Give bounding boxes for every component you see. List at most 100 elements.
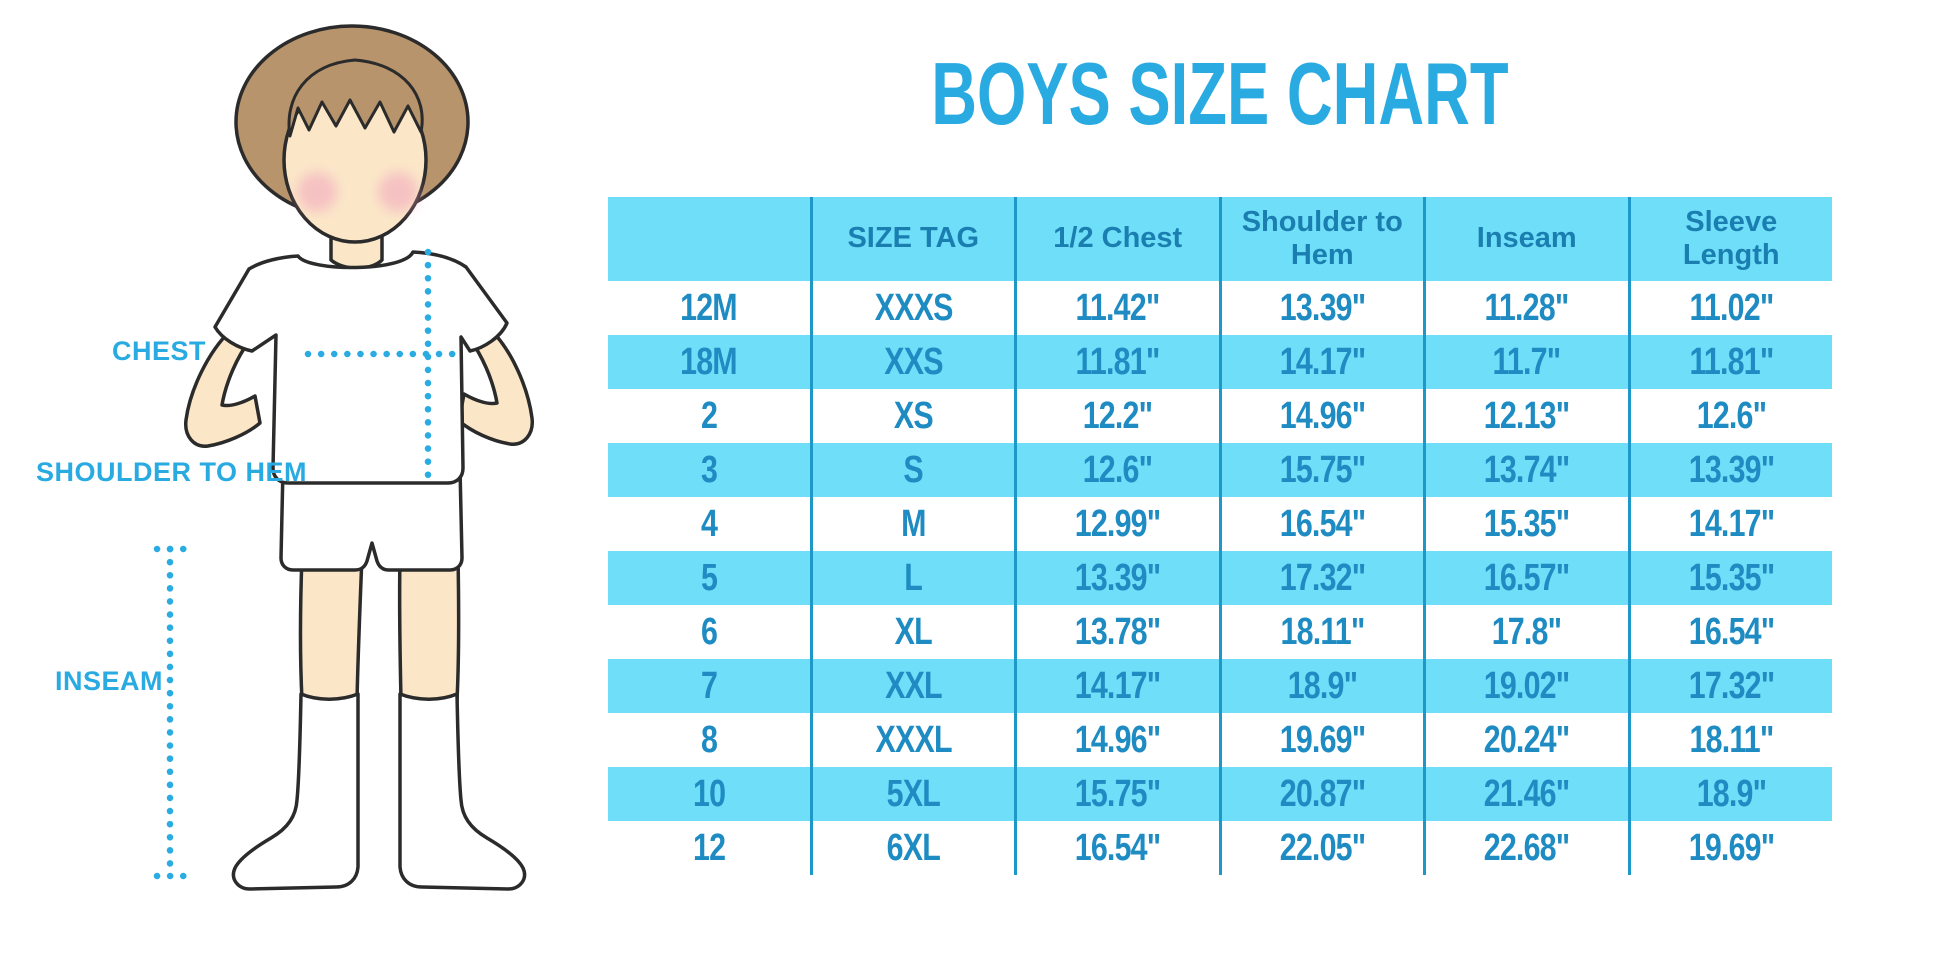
shoulder-to-hem-label: SHOULDER TO HEM [36,457,308,487]
table-cell: 22.05" [1218,821,1424,875]
table-cell: 15.75" [1218,443,1424,497]
table-cell: 13.39" [1014,551,1219,605]
table-cell: XL [809,605,1015,659]
right-sock [398,692,527,891]
table-cell: 21.46" [1423,767,1628,821]
table-cell: 13.39" [1627,443,1833,497]
row-size-label: 8 [700,718,718,761]
right-leg [397,554,461,707]
table-cell: 18.11" [1218,605,1424,659]
page-title-text: BOYS SIZE CHART [931,44,1509,143]
chest-label: CHEST [111,336,206,366]
header-cell: 1/2 Chest [1014,197,1219,281]
table-cell: 14.17" [1218,335,1424,389]
table-cell: 11.42" [1014,281,1219,335]
row-size-label: 12M [680,286,738,329]
table-header-row: SIZE TAG 1/2 Chest Shoulder to Hem Inseam Sl… [608,197,1832,281]
table-cell: M [809,497,1015,551]
shirt [213,250,509,485]
row-size-label: 10 [692,772,726,815]
row-size-label: 2 [700,394,718,437]
header-cell: Inseam [1423,197,1628,281]
table-cell: 18.9" [1627,767,1833,821]
row-size-label: 5 [700,556,718,599]
header-cell: Shoulder to Hem [1218,197,1424,281]
table-cell: 6XL [809,821,1015,875]
table-cell: 16.54" [1218,497,1424,551]
table-cell: 14.17" [1014,659,1219,713]
table-row: 10 5XL 15.75" 20.87" 21.46" 18.9" [608,767,1832,821]
blush-left [297,172,337,212]
row-size-label: 18M [680,340,738,383]
left-arm [184,328,262,448]
page-title: BOYS SIZE CHART [608,50,1832,138]
table-cell: XXXL [809,713,1015,767]
table-cell: 13.78" [1014,605,1219,659]
table-cell: 14.17" [1627,497,1833,551]
table-cell: 5XL [809,767,1015,821]
blush-right [378,172,418,212]
table-cell: 12.6" [1014,443,1219,497]
inseam-label: INSEAM [55,666,164,696]
table-row: 18M XXS 11.81" 14.17" 11.7" 11.81" [608,335,1832,389]
table-row: 7 XXL 14.17" 18.9" 19.02" 17.32" [608,659,1832,713]
table-cell: 20.24" [1423,713,1628,767]
table-cell: XS [809,389,1015,443]
table-row: 8 XXXL 14.96" 19.69" 20.24" 18.11" [608,713,1832,767]
table-cell: 19.69" [1627,821,1833,875]
table-cell: 12.13" [1423,389,1628,443]
table-cell: 13.74" [1423,443,1628,497]
header-cell [608,197,810,281]
table-cell: 20.87" [1218,767,1424,821]
table-cell: 16.54" [1627,605,1833,659]
table-cell: 18.11" [1627,713,1833,767]
table-cell: 16.54" [1014,821,1219,875]
left-leg [298,554,364,707]
table-cell: 14.96" [1014,713,1219,767]
table-row: 5 L 13.39" 17.32" 16.57" 15.35" [608,551,1832,605]
header-cell: Sleeve Length [1627,197,1833,281]
right-arm [457,326,534,446]
table-row: 12 6XL 16.54" 22.05" 22.68" 19.69" [608,821,1832,875]
header-cell: SIZE TAG [809,197,1015,281]
table-cell: 15.75" [1014,767,1219,821]
table-cell: 15.35" [1423,497,1628,551]
row-size-label: 3 [700,448,718,491]
table-cell: 19.02" [1423,659,1628,713]
table-cell: 11.81" [1014,335,1219,389]
table-cell: 19.69" [1218,713,1424,767]
table-cell: XXXS [809,281,1015,335]
left-sock [231,692,360,891]
size-table: SIZE TAG 1/2 Chest Shoulder to Hem Inseam Sl… [608,197,1832,875]
table-cell: 12.2" [1014,389,1219,443]
table-cell: L [809,551,1015,605]
table-cell: 12.6" [1627,389,1833,443]
table-row: 12M XXXS 11.42" 13.39" 11.28" 11.02" [608,281,1832,335]
table-cell: XXL [809,659,1015,713]
table-cell: 17.8" [1423,605,1628,659]
table-cell: 11.02" [1627,281,1833,335]
table-cell: 11.81" [1627,335,1833,389]
boy-illustration [153,24,534,891]
table-row: 3 S 12.6" 15.75" 13.74" 13.39" [608,443,1832,497]
table-cell: 13.39" [1218,281,1424,335]
table-cell: 14.96" [1218,389,1424,443]
table-cell: 18.9" [1218,659,1424,713]
row-size-label: 4 [700,502,718,545]
row-size-label: 7 [700,664,718,707]
table-cell: 16.57" [1423,551,1628,605]
table-row: 2 XS 12.2" 14.96" 12.13" 12.6" [608,389,1832,443]
table-cell: S [809,443,1015,497]
table-cell: 17.32" [1627,659,1833,713]
row-size-label: 12 [692,826,726,869]
table-cell: 15.35" [1627,551,1833,605]
table-row: 4 M 12.99" 16.54" 15.35" 14.17" [608,497,1832,551]
table-cell: 12.99" [1014,497,1219,551]
table-row: 6 XL 13.78" 18.11" 17.8" 16.54" [608,605,1832,659]
table-cell: 11.28" [1423,281,1628,335]
hair-fringe [287,58,424,138]
table-cell: 22.68" [1423,821,1628,875]
table-cell: 11.7" [1423,335,1628,389]
shorts [279,466,464,572]
